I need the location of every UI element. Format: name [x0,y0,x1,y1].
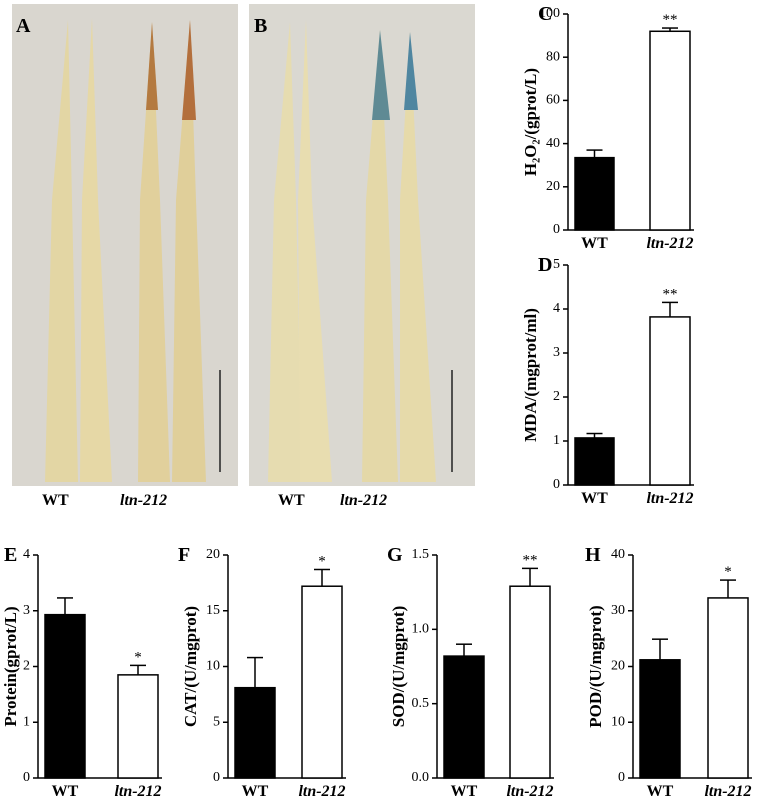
y-tick-label: 40 [611,547,625,562]
bar [301,585,343,779]
bar [234,686,276,779]
caption: ltn-212 [340,492,387,509]
y-tick-label: 1 [23,714,30,729]
y-tick-label: 20 [206,547,220,562]
bar [574,156,615,231]
y-tick-label: 2 [23,659,30,674]
y-tick-label: 5 [213,714,220,729]
panel-label: B [254,15,267,37]
x-tick-label: WT [52,783,79,800]
x-tick-label: WT [581,235,608,252]
y-tick-label: 0 [553,222,560,237]
panel-label: E [4,544,17,566]
y-axis-label: Protein(gprot/L) [1,606,20,726]
x-tick-label: ltn-212 [114,783,161,800]
x-tick-label: ltn-212 [704,783,751,800]
bar [649,30,691,231]
x-tick-label: WT [581,490,608,507]
caption: ltn-212 [120,492,167,509]
significance: ** [523,552,538,568]
y-tick-label: 4 [553,301,560,316]
leaf [80,18,112,482]
y-tick-label: 0.0 [412,770,430,785]
leaf [138,22,170,482]
stain [372,30,390,120]
stain [404,32,418,110]
panel-label: D [538,254,552,276]
leaf [362,30,398,482]
bar [44,613,86,779]
y-tick-label: 1.0 [412,622,430,637]
photo-background [12,4,238,486]
y-tick-label: 10 [206,659,220,674]
significance: * [318,553,326,569]
caption: WT [278,492,305,509]
y-tick-label: 2 [553,389,560,404]
significance: ** [663,12,678,28]
bar [443,655,485,779]
y-tick-label: 0 [23,770,30,785]
y-tick-label: 1.5 [412,547,430,562]
leaf [45,20,78,482]
leaf [298,20,332,482]
leaf [400,32,436,482]
panel-label: G [387,544,403,566]
panel-label: F [178,544,190,566]
bar [639,659,681,779]
y-tick-label: 20 [611,659,625,674]
panel-label: C [538,3,552,25]
x-tick-label: ltn-212 [506,783,553,800]
y-tick-label: 1 [553,433,560,448]
y-axis-label: SOD/(U/mgprot) [389,606,408,728]
y-tick-label: 30 [611,603,625,618]
photo-a: A WT ltn-212 [12,4,238,509]
y-tick-label: 0 [213,770,220,785]
stain [146,22,158,110]
y-tick-label: 10 [611,714,625,729]
significance: ** [663,286,678,302]
bar [649,316,691,486]
leaf [268,22,302,482]
y-tick-label: 0.5 [412,696,430,711]
significance: * [134,649,142,665]
y-tick-label: 100 [539,6,560,21]
y-tick-label: 5 [553,257,560,272]
panel-label: A [16,15,31,37]
x-tick-label: ltn-212 [646,235,693,252]
bar [509,585,551,779]
y-tick-label: 0 [553,477,560,492]
x-tick-label: ltn-212 [646,490,693,507]
y-tick-label: 20 [546,179,560,194]
x-tick-label: WT [242,783,269,800]
caption: WT [42,492,69,509]
photo-b: B WT ltn-212 [249,4,475,509]
y-axis-label: CAT/(U/mgprot) [181,606,200,727]
y-tick-label: 0 [618,770,625,785]
y-tick-label: 15 [206,603,220,618]
y-tick-label: 4 [23,547,30,562]
x-tick-label: WT [451,783,478,800]
y-tick-label: 3 [553,345,560,360]
y-axis-label: POD/(U/mgprot) [586,605,605,727]
bar [707,597,749,779]
y-tick-label: 3 [23,603,30,618]
x-tick-label: WT [647,783,674,800]
leaf [172,20,206,482]
x-tick-label: ltn-212 [298,783,345,800]
y-tick-label: 40 [546,136,560,151]
y-tick-label: 80 [546,49,560,64]
panel-label: H [585,544,601,566]
y-tick-label: 60 [546,93,560,108]
y-axis-label: H₂O₂/(gprot/L) [521,68,540,176]
bar [117,674,159,779]
stain [182,20,196,120]
bar [574,437,615,486]
y-axis-label: MDA/(mgprot/ml) [521,308,540,442]
significance: * [724,564,732,580]
